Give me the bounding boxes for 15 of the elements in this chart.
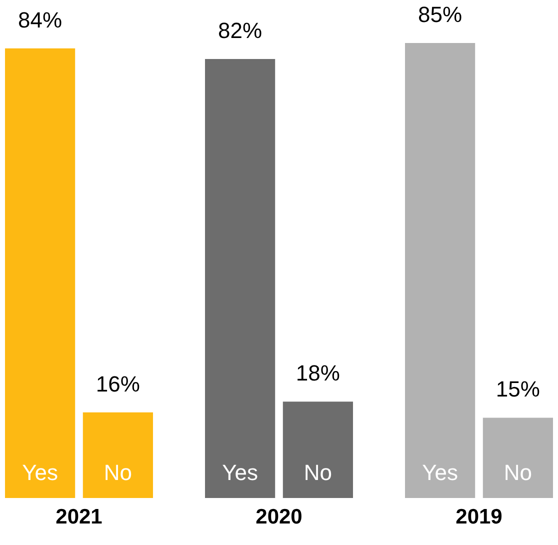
data-label: 82%: [218, 18, 262, 44]
data-label: 84%: [18, 7, 62, 32]
data-label: 85%: [418, 2, 462, 27]
text: Yes: [222, 460, 258, 485]
data-label: 16%: [96, 371, 140, 396]
data-label: 15%: [496, 376, 540, 402]
x-tick-label: 2021: [56, 506, 103, 528]
text: Yes: [422, 460, 458, 485]
text: No: [304, 460, 332, 485]
series-label: No: [104, 460, 132, 485]
series-label: Yes: [22, 460, 58, 485]
text: No: [504, 460, 532, 485]
x-tick-label: 2019: [456, 506, 502, 528]
data-label: 18%: [296, 360, 340, 386]
x-tick-label: 2020: [256, 506, 302, 528]
